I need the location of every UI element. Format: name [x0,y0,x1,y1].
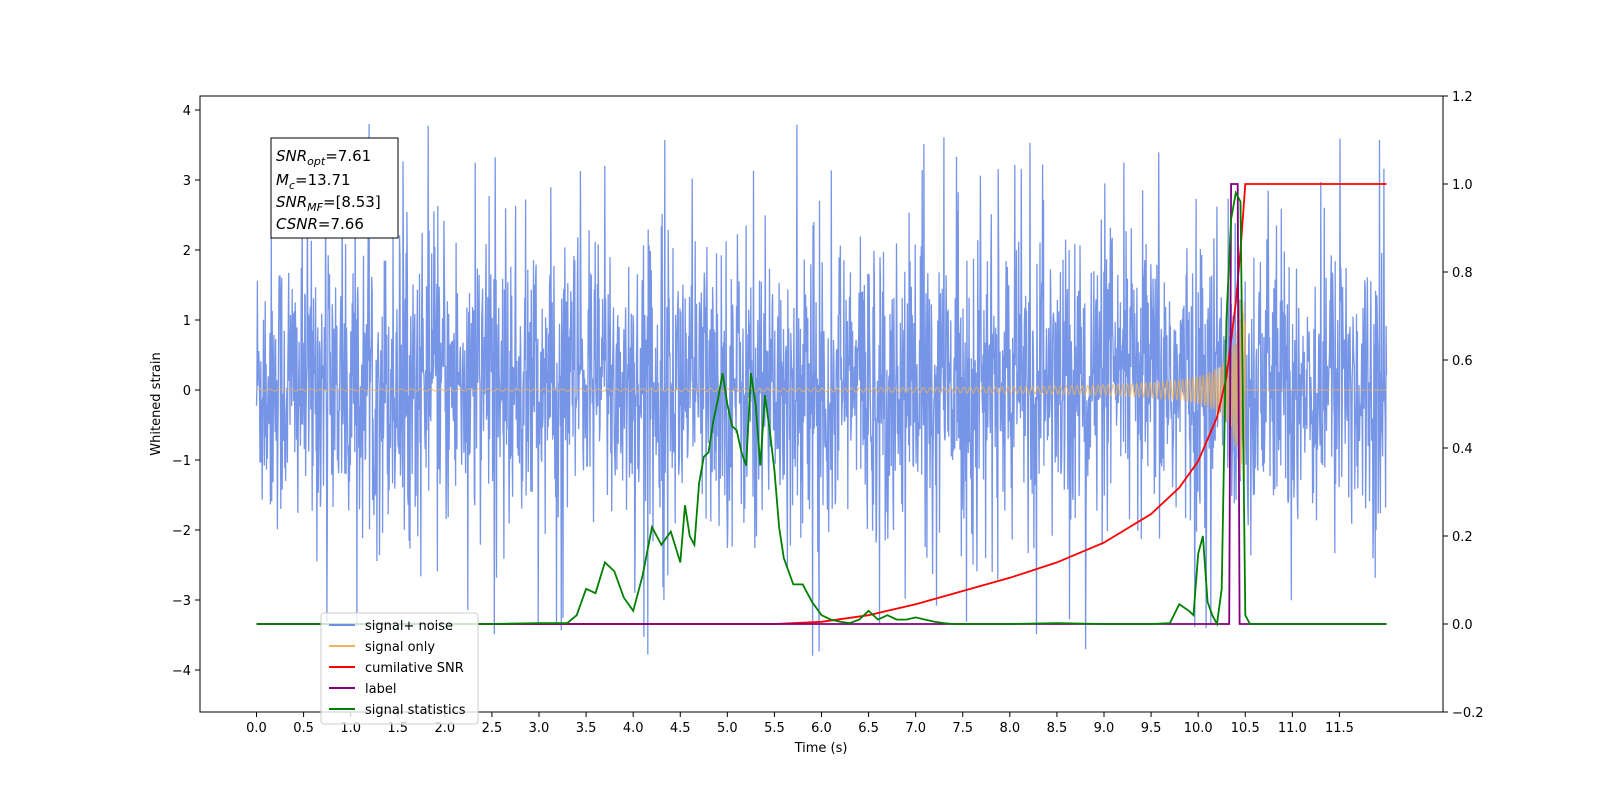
legend: signal+ noise signal only cumilative SNR… [320,612,479,725]
y2-tick-label-7: −0.2 [1452,706,1484,721]
x-tick-label-2: 1.0 [340,721,361,736]
series-signal-noise [255,123,1388,656]
legend-label-signal-noise: signal+ noise [365,619,453,634]
mc-annotation: Mc=13.71 [276,171,351,192]
y2-tick-label-6: 0.0 [1452,618,1473,633]
x-tick-label-19: 9.5 [1141,721,1162,736]
legend-label-label: label [365,682,396,697]
x-tick-label-18: 9.0 [1094,721,1115,736]
y2-tick-label-1: 1.0 [1452,178,1473,193]
y-tick-label-4: 0 [183,384,191,399]
x-tick-label-7: 3.5 [576,721,597,736]
x-tick-label-0: 0.0 [246,721,267,736]
series-cumulative-snr [256,183,1387,625]
x-tick-label-10: 5.0 [717,721,738,736]
x-tick-label-1: 0.5 [293,721,314,736]
x-tick-label-14: 7.0 [905,721,926,736]
x-tick-label-9: 4.5 [670,721,691,736]
y-axis-label: Whitened strain [149,352,164,455]
y2-tick-label-2: 0.8 [1452,266,1473,281]
csnr-annotation: CSNR=7.66 [276,215,364,233]
x-tick-label-4: 2.0 [434,721,455,736]
y-tick-label-8: −4 [172,664,191,679]
y-tick-label-5: −1 [172,454,191,469]
x-tick-label-11: 5.5 [764,721,785,736]
x-tick-label-12: 6.0 [811,721,832,736]
y2-tick-label-4: 0.4 [1452,442,1473,457]
legend-label-signal-statistics: signal statistics [365,703,466,718]
x-tick-label-13: 6.5 [858,721,879,736]
x-tick-label-20: 10.0 [1184,721,1213,736]
y-tick-label-2: 2 [183,244,191,259]
x-tick-label-16: 8.0 [999,721,1020,736]
x-tick-label-6: 3.0 [529,721,550,736]
x-tick-label-17: 8.5 [1047,721,1068,736]
x-tick-label-23: 11.5 [1325,721,1354,736]
x-tick-label-5: 2.5 [482,721,503,736]
y-tick-label-1: 3 [183,174,191,189]
y-tick-label-3: 1 [183,314,191,329]
snr-opt-annotation: SNRopt=7.61 [276,147,371,168]
x-axis-label: Time (s) [794,741,848,756]
annotation-box: SNRopt=7.61 Mc=13.71 SNRMF=[8.53] CSNR=7… [270,137,399,239]
y2-tick-label-5: 0.2 [1452,530,1473,545]
y-tick-label-6: −2 [172,524,191,539]
y-tick-label-0: 4 [183,104,191,119]
legend-label-cumulative-snr: cumilative SNR [365,661,464,676]
series-signal-statistics [256,190,1387,627]
x-tick-label-21: 10.5 [1231,721,1260,736]
snr-mf-annotation: SNRMF=[8.53] [276,193,381,214]
x-tick-label-22: 11.0 [1278,721,1307,736]
x-tick-label-15: 7.5 [952,721,973,736]
x-tick-label-3: 1.5 [387,721,408,736]
y2-tick-label-3: 0.6 [1452,354,1473,369]
y-tick-label-7: −3 [172,594,191,609]
x-tick-label-8: 4.0 [623,721,644,736]
series-signal-only [256,299,1387,481]
series-label [256,183,1387,625]
legend-label-signal-only: signal only [365,640,435,655]
y2-tick-label-0: 1.2 [1452,90,1473,105]
